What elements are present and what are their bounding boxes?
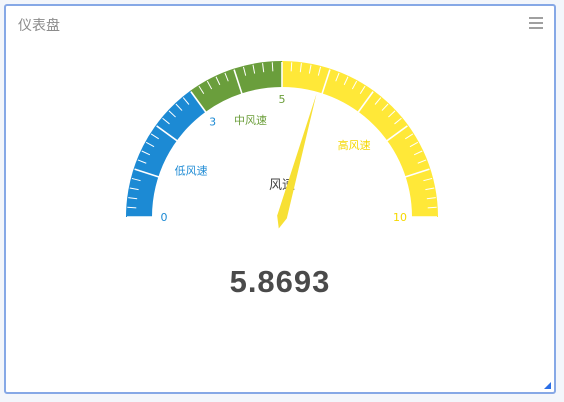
gauge-minor-tick <box>417 159 427 164</box>
gauge-minor-tick <box>127 206 137 209</box>
menu-icon-line <box>529 17 543 19</box>
gauge-minor-tick <box>131 177 141 182</box>
gauge-minor-tick <box>206 80 213 90</box>
gauge-major-tick <box>357 91 374 114</box>
gauge-tick-labels: 0 3 5 10 <box>161 93 408 224</box>
gauge-minor-tick <box>308 64 312 74</box>
menu-icon[interactable] <box>529 17 543 29</box>
gauge-minor-tick <box>182 97 190 105</box>
gauge-minor-tick <box>150 133 159 140</box>
gauge-band-0 <box>126 90 206 217</box>
gauge-tick-label: 10 <box>393 211 407 224</box>
gauge-major-tick <box>385 125 408 142</box>
gauge-band-label: 高风速 <box>338 138 371 152</box>
gauge-panel: 仪表盘 0 3 5 10 低风速 中风速 高风速 风速 5.8693 <box>4 4 556 394</box>
gauge-major-tick <box>156 125 179 142</box>
menu-icon-line <box>529 27 543 29</box>
gauge-tick-label: 3 <box>209 116 216 129</box>
gauge-minor-tick <box>381 103 389 111</box>
gauge-band-2 <box>282 61 438 217</box>
gauge-minor-tick <box>290 62 293 72</box>
gauge-value-readout: 5.8693 <box>229 264 331 299</box>
gauge-minor-tick <box>317 66 322 76</box>
gauge-major-tick <box>233 69 243 95</box>
gauge-minor-tick <box>215 76 221 86</box>
gauge-minor-tick <box>351 80 358 90</box>
gauge-minor-tick <box>405 133 414 140</box>
gauge-minor-tick <box>128 197 138 200</box>
gauge-minor-tick <box>271 62 274 72</box>
gauge-minor-tick <box>359 85 366 94</box>
gauge-minor-tick <box>299 63 302 73</box>
gauge-minor-tick <box>423 177 433 182</box>
menu-icon-line <box>529 22 543 24</box>
gauge-minor-tick <box>168 110 176 118</box>
gauge-minor-tick <box>425 187 435 191</box>
gauge-pointer <box>277 93 317 229</box>
resize-handle-icon[interactable] <box>544 382 551 389</box>
gauge-minor-tick <box>137 159 147 164</box>
gauge-major-tick <box>404 168 430 178</box>
gauge-minor-tick <box>427 206 437 209</box>
gauge-minor-tick <box>242 66 247 76</box>
gauge-minor-tick <box>198 85 205 94</box>
gauge-minor-tick <box>374 97 382 105</box>
gauge-minor-tick <box>343 76 349 86</box>
gauge-tick-label: 5 <box>279 93 286 106</box>
gauge-minor-tick <box>175 103 183 111</box>
gauge-tick-label: 0 <box>161 211 168 224</box>
gauge-minor-tick <box>141 150 151 156</box>
gauge-minor-tick <box>162 117 170 125</box>
gauge-minor-tick <box>145 141 155 148</box>
gauge-minor-tick <box>409 141 419 148</box>
gauge-bands <box>126 61 438 217</box>
gauge-minor-tick <box>413 150 423 156</box>
gauge-minor-tick <box>335 72 340 82</box>
gauge-minor-tick <box>394 117 402 125</box>
gauge-minor-tick <box>262 63 265 73</box>
gauge-minor-tick <box>388 110 396 118</box>
gauge-major-tick <box>321 69 331 95</box>
gauge-minor-tick <box>426 197 436 200</box>
gauge-band-label: 中风速 <box>234 114 267 127</box>
gauge-ticks <box>127 62 437 218</box>
gauge-band-label: 低风速 <box>175 165 208 178</box>
gauge-major-tick <box>134 168 160 178</box>
gauge-minor-tick <box>224 72 229 82</box>
gauge-minor-tick <box>129 187 139 191</box>
gauge-minor-tick <box>252 64 256 74</box>
panel-title: 仪表盘 <box>18 18 60 34</box>
gauge-band-1 <box>190 61 282 112</box>
gauge-major-tick <box>190 91 207 114</box>
